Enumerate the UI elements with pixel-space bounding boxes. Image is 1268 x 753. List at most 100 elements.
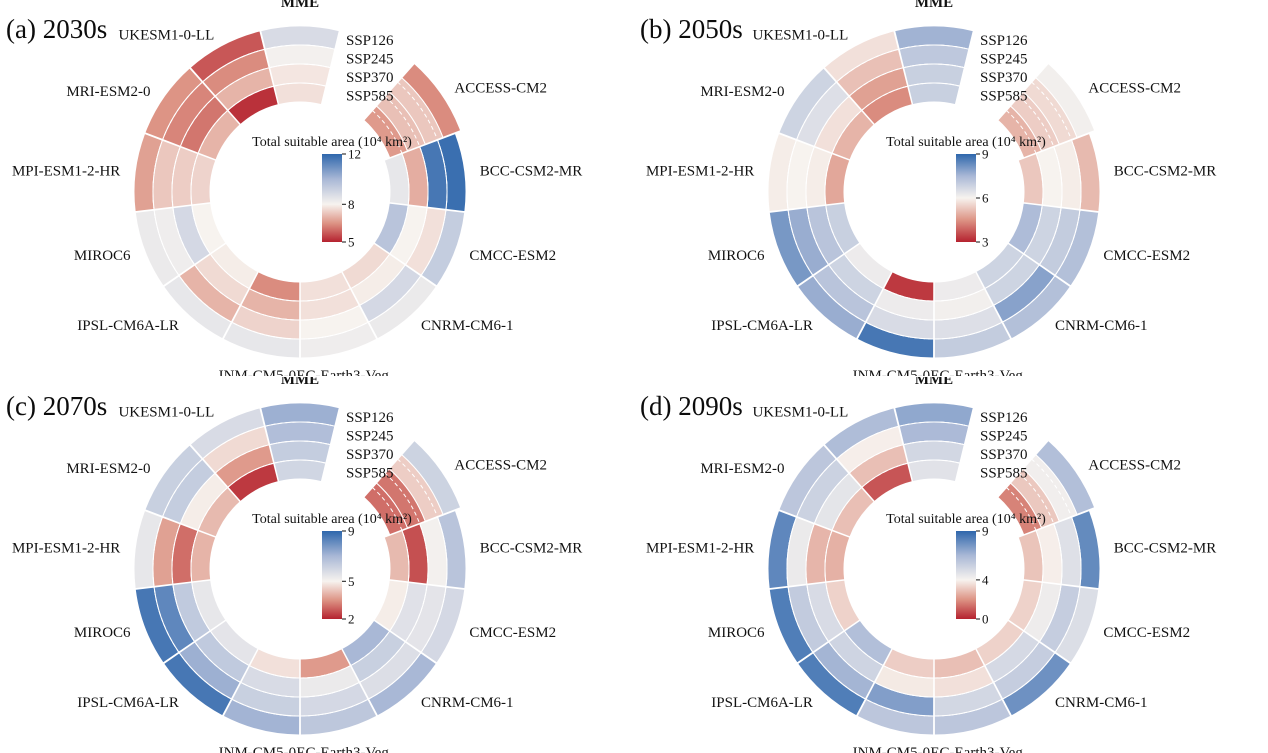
ring-label-SSP585: SSP585	[346, 88, 394, 104]
panel-2050s: (b) 2050s MME ACCESS-CM2 BCC-CSM2-MR CMCC-E…	[634, 0, 1268, 376]
ring-label-SSP126: SSP126	[346, 410, 394, 426]
ring-separator	[190, 462, 410, 679]
colorbar-tick-label-6: 6	[982, 191, 989, 206]
polar-heatmap-2030s: MME ACCESS-CM2 BCC-CSM2-MR CMCC-ESM2 CNRM-CM…	[12, 0, 583, 376]
ring-separator	[171, 67, 429, 321]
model-label-MME: MME	[915, 377, 953, 388]
colorbar-tick-label-2: 2	[348, 612, 355, 627]
ring-separator	[273, 82, 327, 87]
ring-separator	[898, 44, 970, 50]
model-label-IPSL-CM6A-LR: IPSL-CM6A-LR	[711, 318, 813, 334]
polar-heatmap-2050s: MME ACCESS-CM2 BCC-CSM2-MR CMCC-ESM2 CNRM-CM…	[646, 0, 1217, 376]
colorbar-tick-label-8: 8	[348, 197, 355, 212]
cell-UKESM1-0-LL-SSP585	[861, 462, 913, 503]
ring-separator	[898, 421, 970, 427]
ring-separator	[805, 67, 1063, 321]
model-label-MME: MME	[915, 0, 953, 11]
model-label-EC-Earth3-Veg: EC-Earth3-Veg	[296, 745, 389, 753]
model-label-INM-CM5-0: INM-CM5-0	[853, 745, 931, 753]
model-label-UKESM1-0-LL: UKESM1-0-LL	[118, 404, 214, 420]
model-label-EC-Earth3-Veg: EC-Earth3-Veg	[296, 368, 389, 376]
model-label-INM-CM5-0: INM-CM5-0	[219, 368, 297, 376]
model-label-MIROC6: MIROC6	[74, 248, 131, 264]
colorbar-gradient	[322, 531, 342, 619]
colorbar-tick-label-12: 12	[348, 147, 361, 162]
colorbar-title: Total suitable area (10⁴ km²)	[252, 512, 412, 527]
colorbar-gradient	[956, 531, 976, 619]
model-label-IPSL-CM6A-LR: IPSL-CM6A-LR	[711, 695, 813, 711]
model-label-MRI-ESM2-0: MRI-ESM2-0	[700, 84, 784, 100]
model-label-ACCESS-CM2: ACCESS-CM2	[1088, 80, 1181, 96]
colorbar-tick-label-0: 0	[982, 612, 989, 627]
ring-label-SSP245: SSP245	[980, 51, 1028, 67]
model-label-BCC-CSM2-MR: BCC-CSM2-MR	[480, 541, 583, 557]
model-label-MPI-ESM1-2-HR: MPI-ESM1-2-HR	[12, 541, 120, 557]
model-label-ACCESS-CM2: ACCESS-CM2	[1088, 457, 1181, 473]
colorbar-tick-label-3: 3	[982, 235, 989, 250]
model-label-CNRM-CM6-1: CNRM-CM6-1	[1055, 695, 1148, 711]
model-label-MRI-ESM2-0: MRI-ESM2-0	[66, 84, 150, 100]
ring-separator	[824, 462, 1044, 679]
colorbar-tick-label-9: 9	[982, 524, 989, 539]
colorbar-tick-label-5: 5	[348, 235, 355, 250]
colorbar-tick-label-5: 5	[348, 574, 355, 589]
panel-title-b: (b) 2050s	[640, 14, 743, 44]
model-label-CNRM-CM6-1: CNRM-CM6-1	[421, 318, 514, 334]
model-label-CNRM-CM6-1: CNRM-CM6-1	[1055, 318, 1148, 334]
cell-ACCESS-CM2-SSP585	[363, 482, 409, 536]
cell-MME-SSP585	[273, 459, 327, 483]
model-label-IPSL-CM6A-LR: IPSL-CM6A-LR	[77, 318, 179, 334]
cell-ACCESS-CM2-SSP585	[363, 105, 409, 159]
ring-separator	[171, 444, 429, 698]
model-label-BCC-CSM2-MR: BCC-CSM2-MR	[1114, 164, 1217, 180]
panel-2090s: (d) 2090s MME ACCESS-CM2 BCC-CSM2-MR CMCC-E…	[634, 377, 1268, 753]
ring-label-SSP245: SSP245	[980, 428, 1028, 444]
model-label-CMCC-ESM2: CMCC-ESM2	[1103, 248, 1190, 264]
ring-separator	[190, 85, 410, 302]
panel-2030s: (a) 2030s MME ACCESS-CM2 BCC-CSM2-MR CMCC-E…	[0, 0, 634, 376]
cell-MME-SSP585	[907, 459, 961, 483]
cell-MME-SSP585	[273, 82, 327, 106]
model-label-MRI-ESM2-0: MRI-ESM2-0	[66, 461, 150, 477]
panel-title-d: (d) 2090s	[640, 391, 743, 421]
ring-separator	[903, 440, 965, 446]
cell-MME-SSP585	[907, 82, 961, 106]
ring-separator	[907, 459, 961, 464]
ring-label-SSP585: SSP585	[346, 465, 394, 481]
ring-separator	[805, 444, 1063, 698]
ring-label-SSP126: SSP126	[346, 33, 394, 49]
model-label-MIROC6: MIROC6	[74, 625, 131, 641]
ring-separator	[907, 82, 961, 87]
model-label-IPSL-CM6A-LR: IPSL-CM6A-LR	[77, 695, 179, 711]
colorbar-tick-label-9: 9	[982, 147, 989, 162]
model-label-UKESM1-0-LL: UKESM1-0-LL	[118, 27, 214, 43]
model-label-INM-CM5-0: INM-CM5-0	[219, 745, 297, 753]
model-label-MPI-ESM1-2-HR: MPI-ESM1-2-HR	[12, 164, 120, 180]
ring-label-SSP370: SSP370	[346, 447, 394, 463]
model-label-UKESM1-0-LL: UKESM1-0-LL	[752, 404, 848, 420]
ring-separator	[264, 421, 336, 427]
model-label-BCC-CSM2-MR: BCC-CSM2-MR	[1114, 541, 1217, 557]
model-label-MIROC6: MIROC6	[708, 625, 765, 641]
model-label-CMCC-ESM2: CMCC-ESM2	[469, 248, 556, 264]
model-label-BCC-CSM2-MR: BCC-CSM2-MR	[480, 164, 583, 180]
colorbar-title: Total suitable area (10⁴ km²)	[886, 512, 1046, 527]
cell-ACCESS-CM2-SSP585	[997, 105, 1043, 159]
model-label-INM-CM5-0: INM-CM5-0	[853, 368, 931, 376]
model-label-ACCESS-CM2: ACCESS-CM2	[454, 457, 547, 473]
model-label-EC-Earth3-Veg: EC-Earth3-Veg	[930, 368, 1023, 376]
model-label-CMCC-ESM2: CMCC-ESM2	[469, 625, 556, 641]
ring-label-SSP370: SSP370	[980, 70, 1028, 86]
ring-label-SSP245: SSP245	[346, 428, 394, 444]
ring-separator	[264, 44, 336, 50]
model-label-MRI-ESM2-0: MRI-ESM2-0	[700, 461, 784, 477]
ring-label-SSP370: SSP370	[980, 447, 1028, 463]
cell-ACCESS-CM2-SSP585	[997, 482, 1043, 536]
panel-title-a: (a) 2030s	[6, 14, 108, 44]
colorbar-title: Total suitable area (10⁴ km²)	[886, 135, 1046, 150]
ring-separator	[273, 459, 327, 464]
ring-separator	[903, 63, 965, 69]
panel-title-c: (c) 2070s	[6, 391, 108, 421]
model-label-ACCESS-CM2: ACCESS-CM2	[454, 80, 547, 96]
colorbar-gradient	[956, 154, 976, 242]
